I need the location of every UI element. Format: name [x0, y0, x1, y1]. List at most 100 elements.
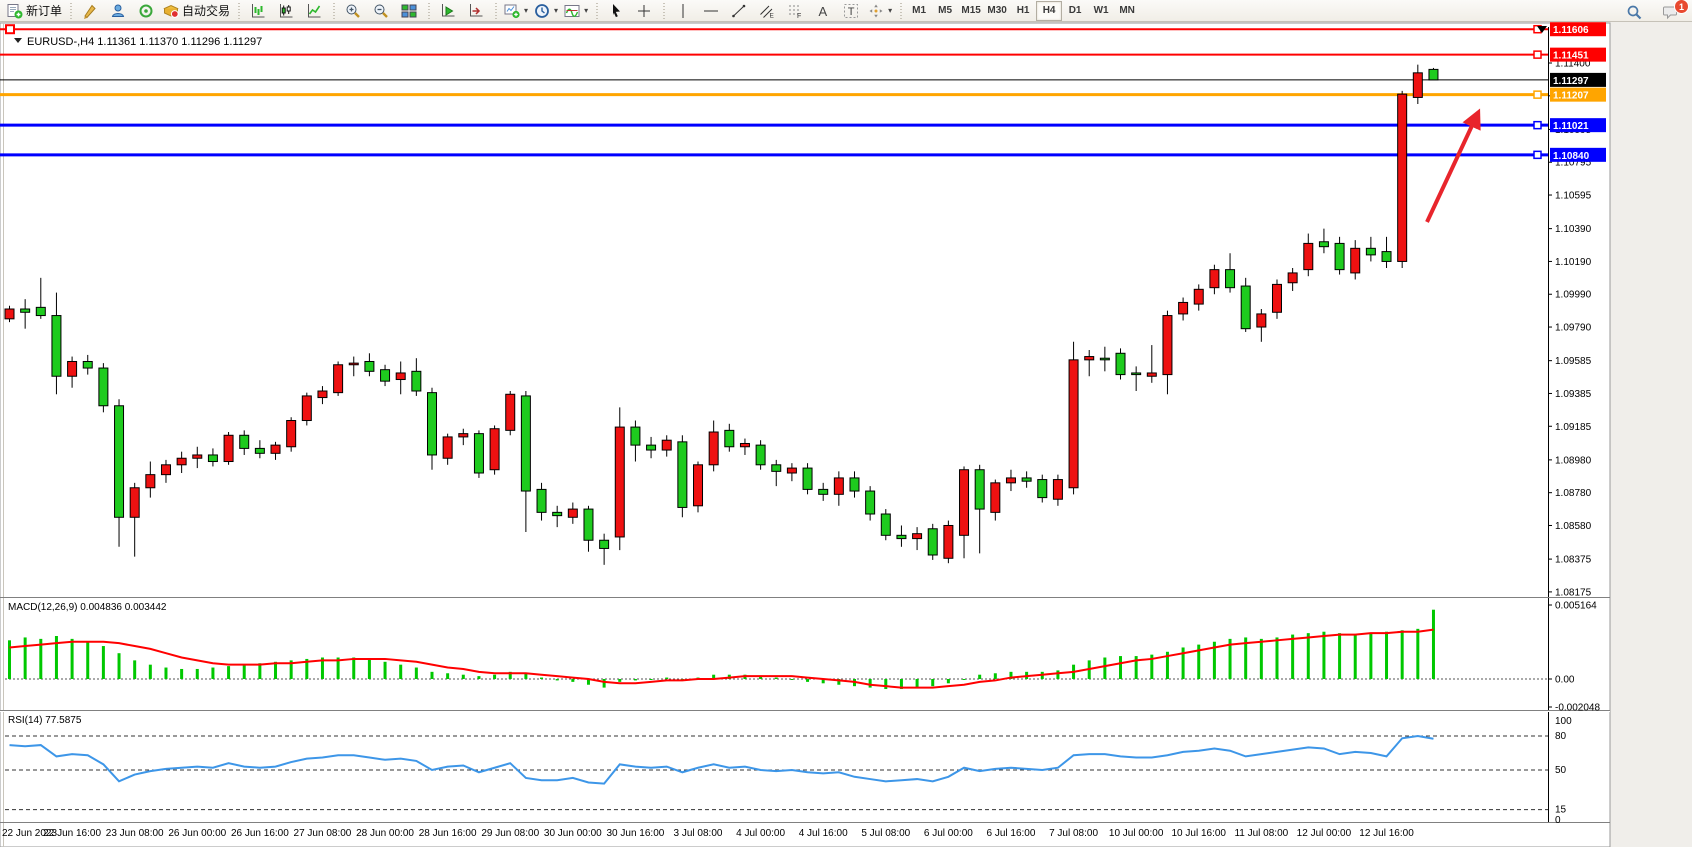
level-line-anchor[interactable] [1533, 50, 1542, 59]
macd-histogram-bar [1228, 638, 1232, 679]
timeframe-d1-button[interactable]: D1 [1068, 5, 1082, 16]
macd-histogram-bar [1353, 634, 1357, 679]
level-price-badge: 1.11451 [1550, 47, 1606, 62]
macd-signal-line [9, 628, 1434, 689]
toolbar-separator [593, 2, 601, 19]
badge-text: 1.11451 [1553, 51, 1589, 62]
macd-histogram-bar [430, 671, 434, 679]
svg-text:F: F [797, 13, 801, 19]
candle-body [20, 308, 31, 313]
candle-body [724, 429, 735, 448]
crosshair-icon [638, 4, 651, 17]
cursor-button[interactable] [602, 0, 630, 22]
styler-button[interactable] [76, 0, 104, 22]
date-label: 30 Jun 00:00 [544, 828, 602, 839]
autotrade-button[interactable]: 自动交易 [160, 0, 233, 22]
macd-histogram-bar [1385, 631, 1389, 679]
chart-step-icon [470, 3, 483, 16]
label-button[interactable]: T [837, 0, 865, 22]
candle-body [223, 434, 234, 463]
price-tick-label: 1.08375 [1555, 555, 1592, 566]
candle-body [129, 487, 140, 518]
signals-button[interactable] [132, 0, 160, 22]
candle-body [802, 467, 813, 490]
dropdown-arrow-icon[interactable]: ▾ [888, 6, 893, 15]
price-tick-label: 1.08580 [1555, 521, 1592, 532]
symbol-dropdown-icon[interactable] [14, 38, 22, 43]
timeframe-w1-button[interactable]: W1 [1093, 5, 1109, 16]
level-price-badge: 1.11021 [1550, 118, 1606, 133]
auto-scroll-button[interactable] [434, 0, 462, 22]
badge-text: 1.11207 [1553, 91, 1589, 102]
timeframe-h1-button[interactable]: H1 [1016, 5, 1030, 16]
chart-play-icon [442, 3, 455, 16]
search-icon [1627, 5, 1642, 20]
macd-histogram-bar [367, 658, 371, 679]
profiles-button[interactable] [104, 0, 132, 22]
notifications-button[interactable]: 1 [1656, 0, 1689, 23]
new-chart-button[interactable]: ▾ [501, 0, 531, 22]
candle-body [160, 464, 171, 476]
badge-background [1550, 118, 1606, 133]
dropdown-arrow-icon[interactable]: ▾ [584, 6, 589, 15]
periods-button[interactable]: ▾ [531, 0, 561, 22]
candle-body [693, 464, 704, 507]
candle-body [1225, 269, 1236, 289]
zoom-in-button[interactable] [339, 0, 367, 22]
toolbar: 新订单 自动交易 ▾ ▾ ▾ E F A T ▾ M1 M5 M15 M30 H1 H4 D1 W1 MN 1 [0, 0, 1692, 22]
trendline-button[interactable] [725, 0, 753, 22]
candle-body [1365, 247, 1376, 256]
indicators-button[interactable]: ▾ [561, 0, 591, 22]
vline-button[interactable] [669, 0, 697, 22]
candle-body [771, 464, 782, 472]
date-label: 28 Jun 00:00 [356, 828, 414, 839]
macd-histogram-bar [70, 638, 74, 679]
macd-histogram-bar [461, 674, 465, 679]
candle-body [1303, 242, 1314, 271]
candle-body [82, 360, 93, 369]
timeframe-mn-button[interactable]: MN [1119, 5, 1135, 16]
zoom-out-button[interactable] [367, 0, 395, 22]
channel-button[interactable]: E [753, 0, 781, 22]
macd-histogram-bar [1400, 630, 1404, 679]
vline-icon [682, 3, 684, 18]
candle-body [1256, 313, 1267, 328]
timeframe-m5-button[interactable]: M5 [938, 5, 953, 16]
arrows-button[interactable]: ▾ [865, 0, 895, 22]
toolbar-separator [67, 2, 75, 19]
new-order-button[interactable]: 新订单 [4, 0, 65, 22]
hline-button[interactable] [697, 0, 725, 22]
macd-histogram-bar [1431, 609, 1435, 679]
timeframe-m15-button[interactable]: M15 [961, 5, 981, 16]
candle-body [301, 395, 312, 422]
level-line-anchor[interactable] [5, 24, 15, 35]
crosshair-button[interactable] [630, 0, 658, 22]
candle-body [1099, 357, 1110, 361]
dropdown-arrow-icon[interactable]: ▾ [554, 6, 559, 15]
fibonacci-button[interactable]: F [781, 0, 809, 22]
timeframe-m30-button[interactable]: M30 [987, 5, 1007, 16]
macd-histogram-bar [508, 671, 512, 679]
dropdown-arrow-icon[interactable]: ▾ [524, 6, 529, 15]
level-line-anchor[interactable] [1533, 150, 1542, 160]
timeframe-h4-button[interactable]: H4 [1036, 0, 1063, 21]
autotrade-button-label: 自动交易 [182, 4, 231, 18]
bar-chart-button[interactable] [244, 0, 272, 22]
timeframe-m1-button[interactable]: M1 [912, 5, 927, 16]
trend-arrow-annotation[interactable] [1425, 108, 1481, 223]
candle-chart-button[interactable] [272, 0, 300, 22]
tile-windows-button[interactable] [395, 0, 423, 22]
level-line-anchor[interactable] [1533, 90, 1542, 99]
chart-shift-button[interactable] [462, 0, 490, 22]
macd-histogram-bar [931, 679, 935, 687]
macd-histogram-bar [1103, 657, 1107, 679]
price-tick-label: 1.09790 [1555, 323, 1592, 334]
candle-body [207, 454, 218, 463]
line-chart-button[interactable] [300, 0, 328, 22]
rsi-axis-label: 50 [1555, 765, 1567, 776]
candle-body [818, 488, 829, 495]
candle-body [1021, 477, 1032, 482]
search-button[interactable] [1620, 1, 1648, 23]
text-button[interactable]: A [809, 0, 837, 22]
level-line-anchor[interactable] [1533, 120, 1542, 130]
